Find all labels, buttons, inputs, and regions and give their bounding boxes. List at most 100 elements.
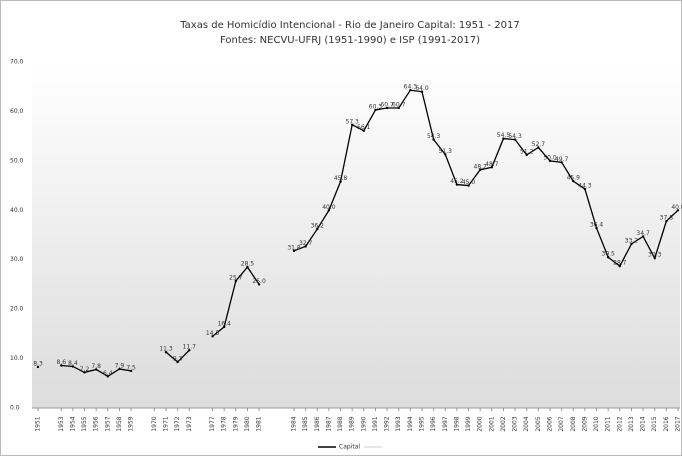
data-label: 57.3: [346, 118, 360, 125]
point: [188, 348, 191, 352]
point: [560, 161, 563, 164]
x-tick-label: 1988: [337, 416, 344, 431]
x-tick-label: 2014: [640, 416, 647, 431]
data-label: 16.4: [218, 320, 232, 327]
x-tick-label: 1991: [372, 416, 379, 431]
point: [292, 249, 296, 253]
data-label: 8.3: [33, 360, 43, 367]
data-label: 45.9: [567, 175, 581, 182]
point: [304, 245, 307, 248]
x-tick-label: 1989: [349, 416, 356, 431]
data-label: 40.0: [322, 204, 336, 211]
point: [36, 365, 40, 369]
data-label: 14.5: [206, 330, 220, 337]
x-tick-label: 2003: [512, 416, 519, 431]
point: [374, 108, 377, 112]
x-tick-label: 2007: [558, 416, 565, 431]
data-label: 48.7: [485, 161, 499, 168]
data-label: 64.3: [404, 84, 418, 91]
chart-title: Taxas de Homicídio Intencional - Rio de …: [179, 19, 520, 31]
x-tick-label: 1990: [360, 416, 367, 431]
point: [490, 166, 494, 169]
x-tick-label: 1954: [69, 416, 76, 431]
point: [525, 153, 528, 157]
data-label: 8.4: [68, 360, 78, 367]
x-tick-label: 1980: [244, 416, 251, 431]
point: [513, 138, 517, 141]
x-tick-label: 2006: [547, 416, 554, 431]
point: [257, 283, 261, 286]
point: [246, 265, 249, 269]
x-tick-label: 2010: [593, 416, 600, 431]
point: [385, 106, 389, 110]
data-label: 25.7: [229, 274, 243, 281]
data-label: 11.3: [159, 346, 173, 353]
x-tick-label: 1987: [325, 416, 332, 431]
x-tick-label: 2017: [675, 416, 682, 431]
data-label: 25.0: [252, 278, 266, 285]
point: [164, 350, 168, 354]
point: [572, 179, 575, 183]
data-label: 37.8: [660, 215, 674, 222]
x-tick-label: 2000: [477, 416, 484, 431]
x-tick-label: 1953: [58, 416, 65, 431]
point: [478, 168, 482, 171]
point: [176, 360, 179, 364]
x-tick-label: 2013: [628, 416, 635, 431]
data-label: 45.8: [334, 175, 348, 182]
x-tick-label: 1957: [104, 416, 111, 431]
x-tick-label: 1984: [291, 416, 298, 431]
data-label: 7.9: [115, 362, 125, 369]
x-tick-label: 1972: [174, 416, 181, 431]
data-label: 9.3: [173, 356, 183, 363]
point: [211, 335, 214, 338]
data-label: 32.7: [299, 240, 313, 247]
data-label: 60.7: [392, 101, 406, 108]
point: [641, 235, 645, 238]
y-tick-label: 0.0: [10, 405, 20, 412]
data-label: 56.1: [357, 124, 371, 131]
y-tick-label: 10.0: [10, 355, 24, 362]
x-tick-label: 2004: [523, 416, 530, 431]
x-tick-label: 2009: [581, 416, 588, 431]
x-tick-label: 1971: [163, 416, 170, 431]
data-label: 28.7: [613, 260, 627, 267]
x-tick-label: 2001: [488, 416, 495, 431]
data-label: 36.2: [311, 223, 325, 230]
data-label: 64.0: [415, 85, 429, 92]
data-label: 49.7: [555, 156, 569, 163]
point: [455, 183, 459, 186]
point: [537, 146, 540, 149]
data-label: 44.3: [578, 183, 592, 190]
y-tick-label: 60.0: [10, 108, 24, 115]
x-tick-label: 2012: [616, 416, 623, 431]
data-label: 60.3: [369, 103, 383, 110]
point: [432, 138, 435, 141]
point: [630, 242, 633, 246]
y-tick-label: 20.0: [10, 306, 24, 313]
point: [595, 226, 598, 230]
point: [467, 184, 470, 187]
point: [420, 90, 424, 93]
data-label: 40.0: [671, 204, 682, 211]
data-label: 30.5: [602, 251, 616, 258]
x-tick-label: 1959: [128, 416, 135, 431]
x-tick-label: 1978: [221, 416, 228, 431]
data-label: 6.4: [103, 370, 113, 377]
data-label: 54.5: [497, 132, 511, 139]
x-tick-label: 1955: [81, 416, 88, 431]
x-tick-label: 2016: [663, 416, 670, 431]
x-tick-label: 1958: [116, 416, 123, 431]
point: [60, 364, 63, 367]
data-label: 7.8: [91, 363, 101, 370]
x-tick-label: 1977: [209, 416, 216, 431]
data-label: 51.2: [520, 148, 534, 155]
point: [548, 159, 552, 163]
point: [234, 279, 238, 283]
x-tick-label: 2005: [535, 416, 542, 431]
x-tick-label: 1951: [35, 416, 42, 431]
data-label: 60.7: [380, 101, 394, 108]
x-tick-label: 1979: [232, 416, 239, 431]
